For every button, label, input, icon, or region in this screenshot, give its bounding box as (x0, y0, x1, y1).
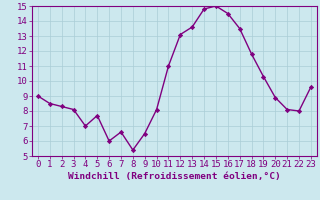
X-axis label: Windchill (Refroidissement éolien,°C): Windchill (Refroidissement éolien,°C) (68, 172, 281, 181)
